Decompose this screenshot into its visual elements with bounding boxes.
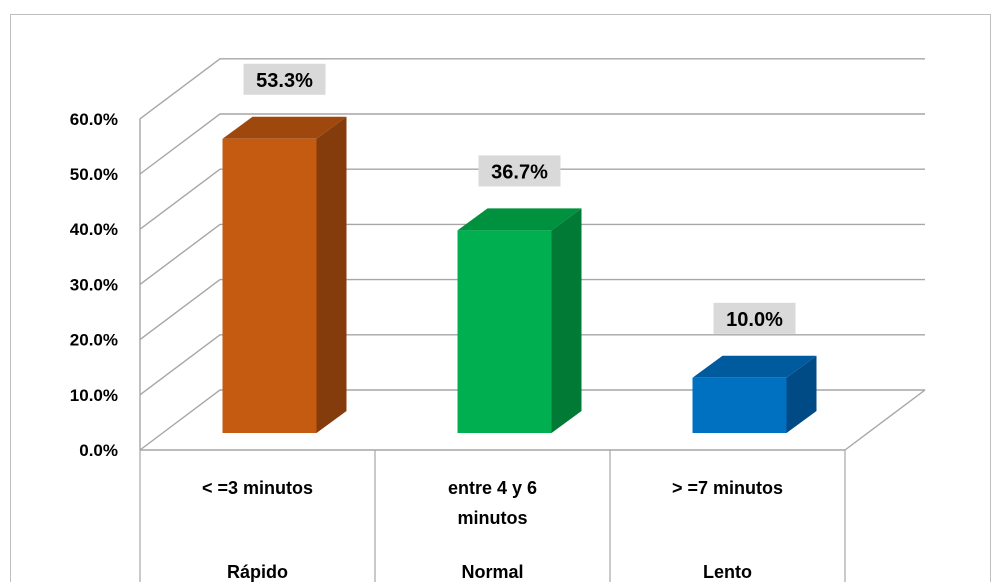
gridlines xyxy=(139,58,925,451)
gridline xyxy=(139,278,925,341)
x-tick-label: < =3 minutos xyxy=(202,478,313,498)
gridline xyxy=(139,223,925,285)
bar-side xyxy=(786,355,817,433)
gridline xyxy=(139,334,925,396)
floor-side-edge xyxy=(844,389,926,451)
x-group-label: Rápido xyxy=(227,562,288,582)
data-label: 36.7% xyxy=(491,161,548,183)
bar-top xyxy=(222,116,347,139)
x-group-label: Lento xyxy=(703,562,752,582)
y-tick-label: 40.0% xyxy=(70,220,118,239)
bar-top xyxy=(692,355,817,378)
bar-side xyxy=(551,208,582,433)
bar xyxy=(222,138,317,433)
y-axis-ticks: 0.0% 10.0% 20.0% 30.0% 40.0% 50.0% 60.0% xyxy=(70,110,118,460)
x-tick-label: minutos xyxy=(458,508,528,528)
chart-floor xyxy=(140,389,926,451)
y-tick-label: 50.0% xyxy=(70,165,118,184)
bar-top xyxy=(457,208,582,231)
y-tick-label: 0.0% xyxy=(79,441,118,460)
bar xyxy=(457,230,552,433)
gridline xyxy=(139,389,925,451)
y-tick-label: 60.0% xyxy=(70,110,118,129)
data-label: 53.3% xyxy=(256,70,313,92)
data-labels: 53.3% 36.7% 10.0% xyxy=(243,63,796,334)
bar xyxy=(692,377,787,433)
data-label-box xyxy=(243,63,326,95)
x-tick-label: > =7 minutos xyxy=(672,478,783,498)
y-tick-label: 10.0% xyxy=(70,386,118,405)
gridline xyxy=(139,58,925,120)
x-axis: < =3 minutos Rápido entre 4 y 6 minutos Norm… xyxy=(139,450,846,582)
bar-side xyxy=(316,116,347,433)
bars xyxy=(222,116,817,433)
gridline xyxy=(139,168,925,230)
data-label: 10.0% xyxy=(726,309,783,331)
data-label-box xyxy=(713,302,796,334)
y-tick-label: 30.0% xyxy=(70,275,118,294)
x-tick-label: entre 4 y 6 xyxy=(448,478,537,498)
data-label-box xyxy=(478,155,561,187)
gridline xyxy=(139,113,925,175)
y-tick-label: 20.0% xyxy=(70,331,118,350)
x-group-label: Normal xyxy=(461,562,523,582)
